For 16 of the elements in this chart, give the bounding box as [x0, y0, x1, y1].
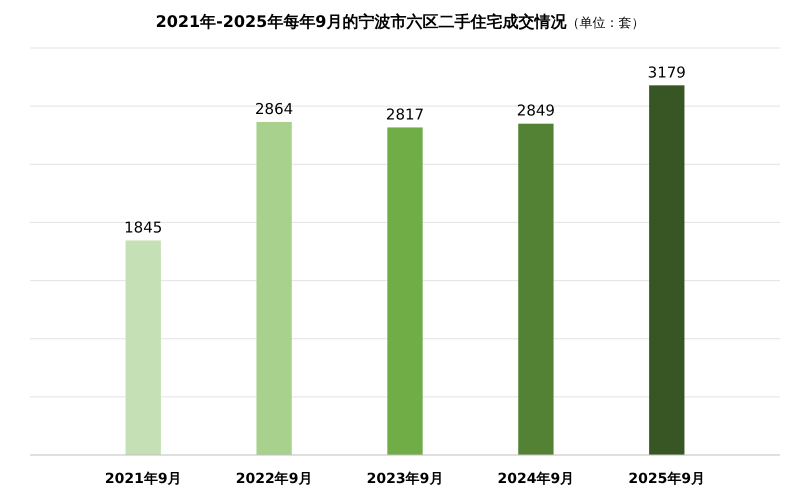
- x-tick-label: 2025年9月: [628, 471, 706, 487]
- bar: [256, 122, 292, 455]
- bar: [518, 124, 554, 455]
- x-tick-label: 2024年9月: [498, 471, 574, 487]
- data-label: 1845: [124, 218, 162, 236]
- chart-subtitle: （单位：套）: [566, 16, 644, 31]
- x-tick-label: 2021年9月: [104, 471, 182, 487]
- bar: [387, 127, 423, 455]
- data-label: 2849: [516, 102, 555, 120]
- x-tick-label: 2023年9月: [366, 471, 444, 487]
- data-label: 2817: [386, 105, 424, 124]
- data-label: 2864: [255, 100, 294, 118]
- bar: [126, 240, 161, 455]
- data-label: 3179: [648, 63, 686, 82]
- bar: [649, 85, 684, 455]
- x-tick-label: 2022年9月: [236, 471, 312, 487]
